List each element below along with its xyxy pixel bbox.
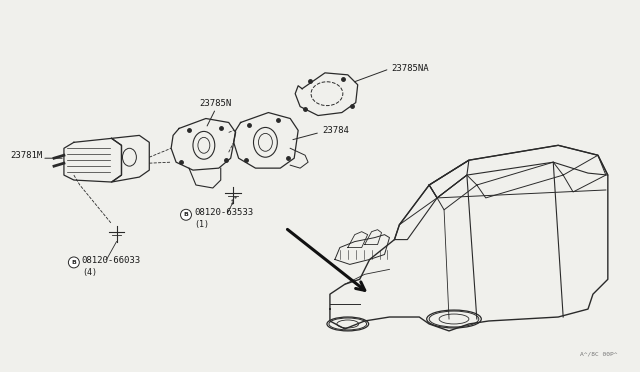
Circle shape [68,257,79,268]
Text: 23784: 23784 [322,126,349,135]
Text: 08120-63533: 08120-63533 [194,208,253,217]
Text: 08120-66033: 08120-66033 [82,256,141,265]
Text: A^/8C 00P^: A^/8C 00P^ [580,352,618,357]
Text: 23785N: 23785N [199,99,231,108]
Text: (1): (1) [194,220,209,229]
Text: B: B [72,260,76,265]
Text: 23785NA: 23785NA [392,64,429,73]
Text: (4): (4) [82,268,97,277]
Circle shape [180,209,191,220]
Text: 23781M: 23781M [10,151,43,160]
Text: B: B [184,212,188,217]
